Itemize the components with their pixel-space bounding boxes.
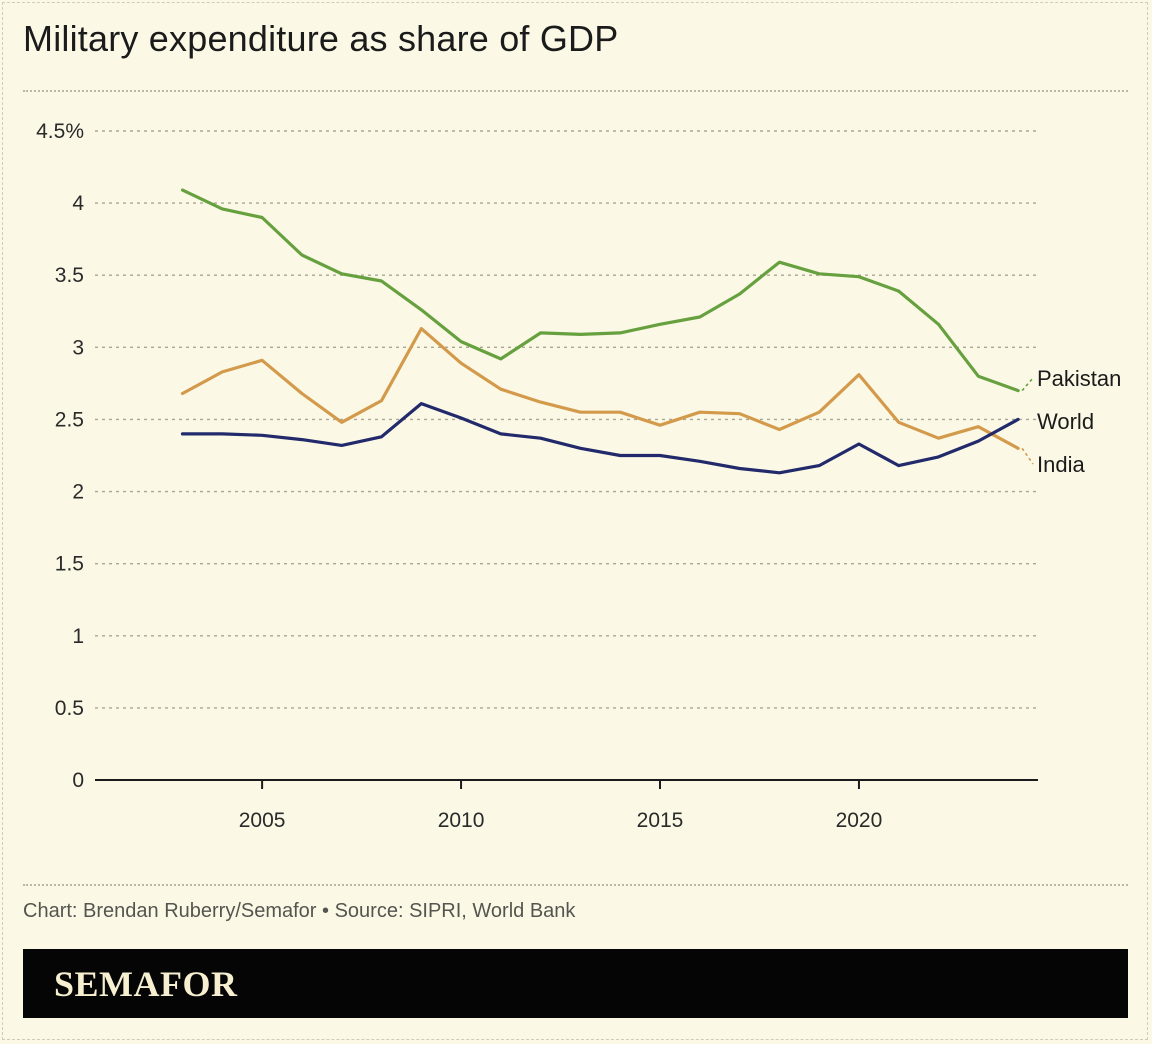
y-tick-label: 3.5 bbox=[55, 264, 84, 287]
series-lines bbox=[180, 188, 1020, 475]
india-label: India bbox=[1037, 452, 1085, 477]
x-tick-label: 2010 bbox=[438, 809, 485, 832]
y-tick-label: 4.5% bbox=[36, 120, 84, 143]
world-line bbox=[180, 402, 1020, 475]
pakistan-label: Pakistan bbox=[1037, 366, 1121, 391]
x-tick-label: 2015 bbox=[637, 809, 684, 832]
y-tick-label: 2 bbox=[72, 481, 84, 504]
source-credit: Chart: Brendan Ruberry/Semafor • Source:… bbox=[23, 900, 576, 922]
india-label-leader bbox=[1021, 447, 1034, 465]
x-tick-label: 2020 bbox=[836, 809, 883, 832]
y-axis-ticks: 0 0.5 1 1.5 2 2.5 3 3.5 4 4.5% bbox=[36, 120, 84, 792]
top-divider bbox=[23, 90, 1128, 92]
india-line bbox=[180, 327, 1020, 450]
y-tick-label: 0 bbox=[72, 769, 84, 792]
x-axis: 2005 2010 2015 2020 bbox=[95, 779, 1038, 832]
y-tick-label: 3 bbox=[72, 336, 84, 359]
gridlines bbox=[95, 130, 1038, 709]
world-label: World bbox=[1037, 409, 1094, 434]
y-tick-label: 0.5 bbox=[55, 697, 84, 720]
semafor-logo[interactable]: SEMAFOR bbox=[54, 964, 238, 1004]
chart-title: Military expenditure as share of GDP bbox=[23, 18, 619, 59]
line-chart: 0 0.5 1 1.5 2 2.5 3 3.5 4 4.5% 2005 2010 2015 2020 P… bbox=[36, 120, 1121, 832]
pakistan-line bbox=[180, 188, 1020, 393]
footer-bar: SEMAFOR bbox=[23, 949, 1128, 1018]
pakistan-label-leader bbox=[1021, 377, 1034, 392]
bottom-divider bbox=[23, 884, 1128, 886]
y-tick-label: 4 bbox=[72, 192, 84, 215]
y-tick-label: 1.5 bbox=[55, 553, 84, 576]
x-tick-label: 2005 bbox=[239, 809, 286, 832]
y-tick-label: 1 bbox=[72, 625, 84, 648]
y-tick-label: 2.5 bbox=[55, 408, 84, 431]
series-labels: Pakistan World India bbox=[1021, 366, 1121, 477]
